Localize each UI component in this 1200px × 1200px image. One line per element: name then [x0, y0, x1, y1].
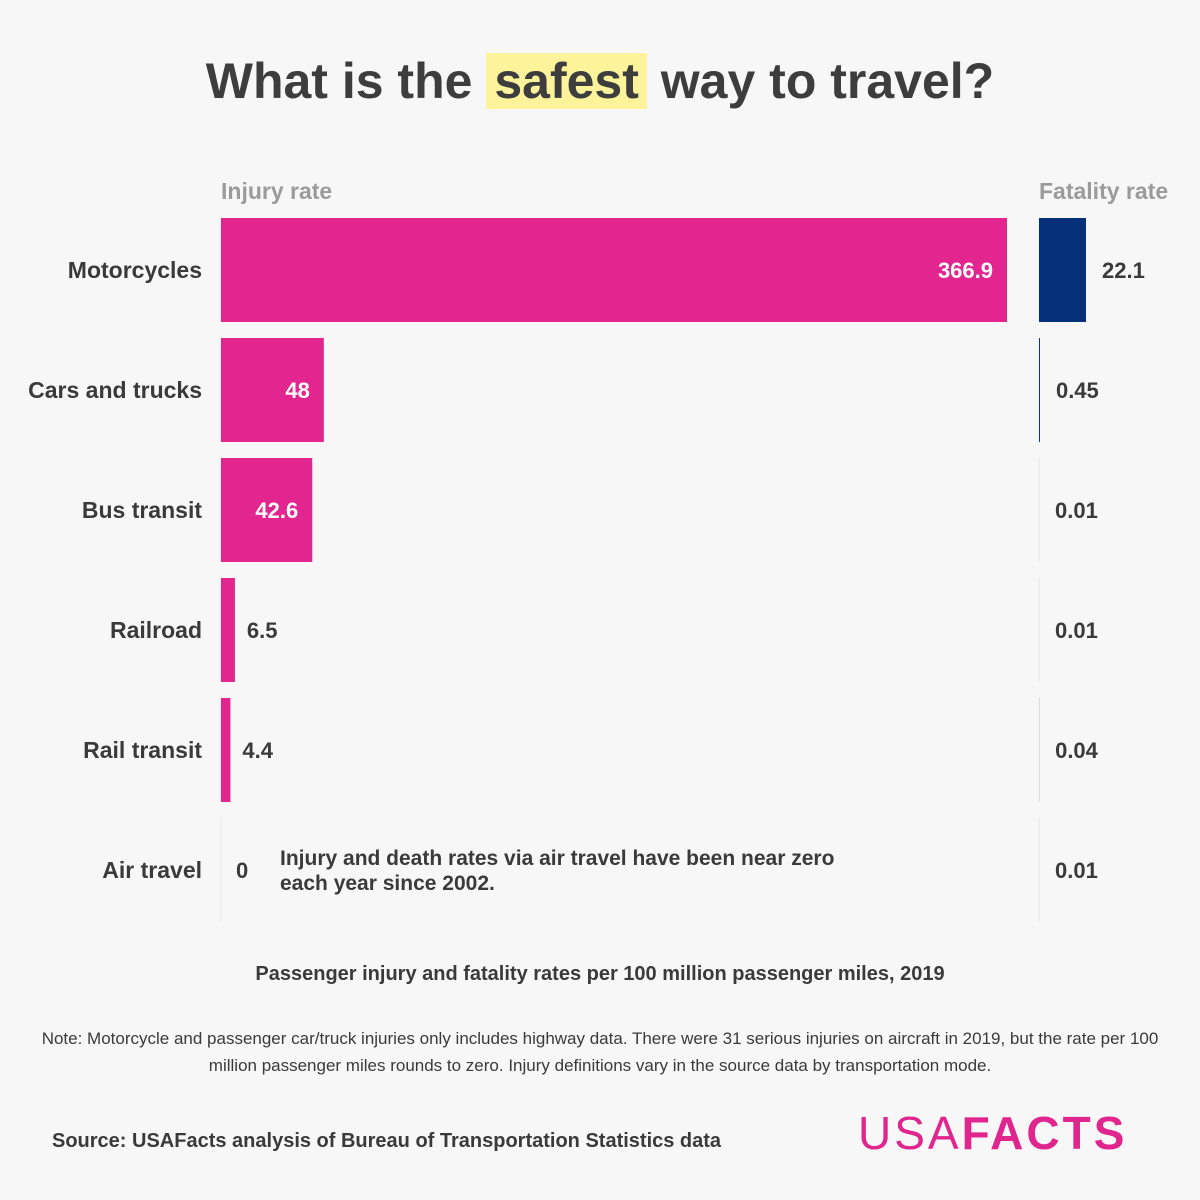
fatality-rate-header: Fatality rate: [1039, 178, 1169, 204]
injury-bar-railroad: [221, 578, 235, 682]
title-before: What is the: [205, 53, 473, 109]
air-travel-annotation: Injury and death rates via air travel ha…: [280, 847, 835, 895]
category-label-rail-transit: Rail transit: [83, 737, 202, 763]
usafacts-logo: USAFACTS: [858, 1107, 1128, 1159]
fatality-value-cars-and-trucks: 0.45: [1056, 378, 1099, 403]
category-label-motorcycles: Motorcycles: [68, 257, 202, 283]
injury-bar-motorcycles: [221, 218, 1007, 322]
injury-value-motorcycles: 366.9: [938, 258, 993, 283]
footnote: Note: Motorcycle and passenger car/truck…: [41, 1029, 1159, 1075]
injury-value-bus-transit: 42.6: [255, 498, 298, 523]
category-label-air-travel: Air travel: [102, 857, 202, 883]
category-label-cars-and-trucks: Cars and trucks: [28, 377, 202, 403]
injury-value-rail-transit: 4.4: [242, 738, 273, 763]
bar-chart: Motorcycles 366.9 22.1 Cars and trucks 48 0.4…: [28, 218, 1145, 922]
injury-bar-bus-transit: [221, 458, 313, 562]
source-line: Source: USAFacts analysis of Bureau of T…: [52, 1130, 722, 1152]
injury-value-air-travel: 0: [236, 858, 248, 883]
fatality-value-motorcycles: 22.1: [1102, 258, 1145, 283]
title-highlight: safest: [486, 53, 647, 109]
injury-value-cars-and-trucks: 48: [285, 378, 309, 403]
chart-subtitle: Passenger injury and fatality rates per …: [255, 963, 945, 985]
injury-bar-rail-transit: [221, 698, 231, 802]
category-label-bus-transit: Bus transit: [82, 497, 202, 523]
category-label-railroad: Railroad: [110, 617, 202, 643]
injury-rate-header: Injury rate: [221, 178, 333, 204]
fatality-bar-cars-and-trucks: [1039, 338, 1040, 442]
fatality-value-air-travel: 0.01: [1055, 858, 1098, 883]
injury-value-railroad: 6.5: [247, 618, 278, 643]
fatality-bar-motorcycles: [1039, 218, 1086, 322]
title-after: way to travel?: [660, 53, 995, 109]
injury-bar-cars-and-trucks: [221, 338, 324, 442]
fatality-value-railroad: 0.01: [1055, 618, 1098, 643]
fatality-value-rail-transit: 0.04: [1055, 738, 1099, 763]
fatality-value-bus-transit: 0.01: [1055, 498, 1098, 523]
chart-title: What is the safest way to travel?: [0, 52, 1200, 110]
